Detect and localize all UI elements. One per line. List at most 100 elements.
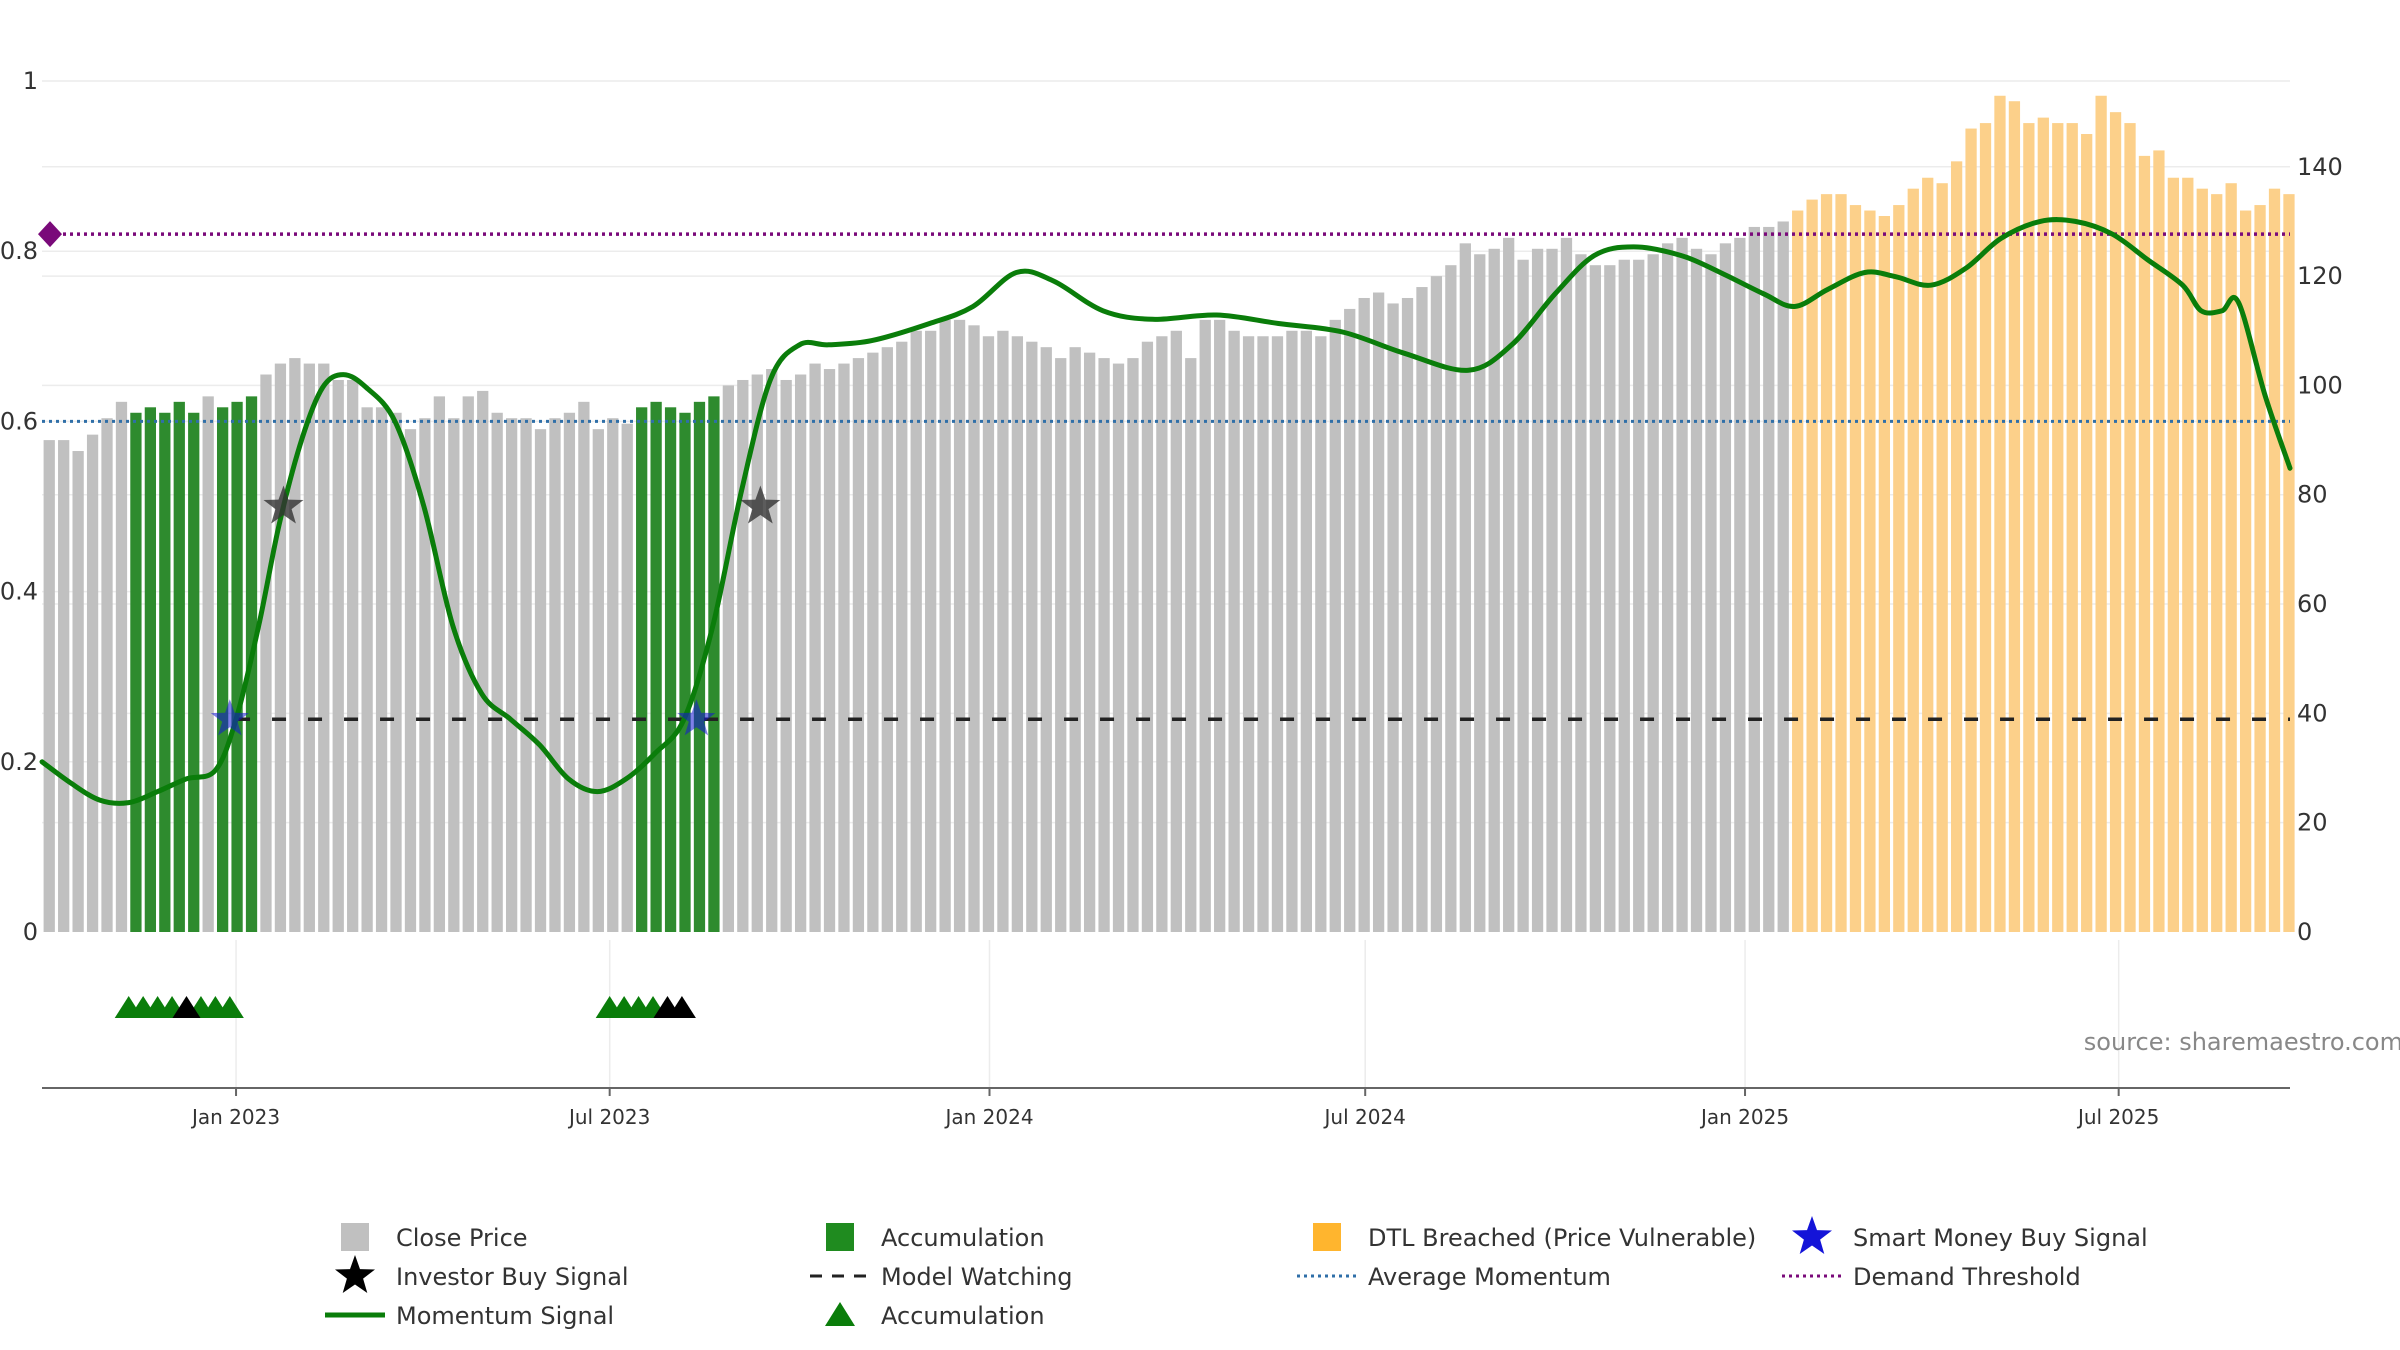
price-bar (881, 347, 893, 932)
legend-label-avgmom: Average Momentum (1368, 1263, 1611, 1291)
price-bars (43, 95, 2295, 933)
price-bar (592, 429, 604, 932)
price-bar (852, 358, 865, 932)
legend-item-accum-bar: Accumulation (826, 1223, 1045, 1252)
price-bar (1257, 336, 1269, 932)
price-bar (1271, 336, 1284, 932)
legend-item-avgmom: Average Momentum (1297, 1263, 1611, 1291)
price-bar (968, 325, 980, 932)
price-bar (274, 363, 287, 932)
price-bar (1922, 177, 1934, 932)
price-bar (1792, 210, 1804, 932)
price-bar (1950, 161, 1963, 932)
price-bar (1864, 210, 1876, 932)
x-axis-tick-label: Jul 2025 (2076, 1105, 2159, 1129)
price-bar (896, 341, 908, 933)
price-bar (925, 330, 937, 933)
price-bar (1994, 95, 2006, 933)
price-bar (549, 418, 561, 932)
price-bar (982, 336, 995, 932)
right-axis-tick-label: 120 (2297, 262, 2343, 290)
price-bar (1430, 276, 1443, 933)
legend-triangle-accum-tri (825, 1302, 855, 1326)
price-bar (1719, 243, 1732, 933)
price-bar (1575, 254, 1587, 933)
price-bar (1893, 205, 1905, 932)
price-bar (809, 363, 821, 932)
legend-label-dtl: DTL Breached (Price Vulnerable) (1368, 1224, 1756, 1252)
price-bar (1531, 248, 1544, 933)
price-bar (1358, 297, 1370, 933)
price-bar (289, 358, 301, 932)
price-bar (2008, 101, 2021, 933)
legend-label-close: Close Price (396, 1224, 528, 1252)
price-bar (1705, 254, 1717, 933)
price-bar (1214, 319, 1226, 933)
price-bar (86, 434, 99, 932)
price-bar (1820, 194, 1833, 932)
price-bar (202, 396, 214, 932)
price-bar (2138, 155, 2151, 932)
legend-label-accum-bar: Accumulation (881, 1224, 1045, 1252)
price-bar (722, 385, 735, 932)
legend-label-momentum: Momentum Signal (396, 1302, 614, 1330)
price-bar (1936, 183, 1948, 932)
price-bar (130, 412, 142, 932)
accumulation-triangle (215, 996, 244, 1018)
price-bar (2239, 210, 2252, 932)
source-note: source: sharemaestro.com (2084, 1028, 2400, 1056)
price-bar (1676, 237, 1688, 933)
x-axis-tick-label: Jan 2023 (190, 1105, 280, 1129)
price-bar (1979, 123, 1992, 932)
price-bar (1503, 237, 1515, 933)
price-bar (953, 319, 966, 933)
price-bar (1633, 259, 1645, 932)
price-bar (347, 379, 359, 932)
price-bar (1763, 226, 1775, 932)
price-bar (448, 418, 460, 932)
price-bar (2196, 188, 2208, 932)
legend-label-smart: Smart Money Buy Signal (1853, 1224, 2148, 1252)
price-bar (1329, 319, 1341, 933)
price-bar (361, 407, 373, 932)
x-axis-tick-label: Jul 2024 (1323, 1105, 1406, 1129)
price-bar (1459, 243, 1471, 933)
demand-threshold-diamond (38, 221, 62, 248)
price-bar (1661, 243, 1674, 933)
price-bar (2167, 177, 2180, 932)
left-axis-tick-label: 1 (23, 67, 38, 95)
investor-star (740, 485, 781, 524)
price-bar (1011, 336, 1024, 932)
price-bar (159, 412, 171, 932)
legend-label-accum-tri: Accumulation (881, 1302, 1045, 1330)
price-bar (1228, 330, 1240, 933)
legend-label-watching: Model Watching (881, 1263, 1073, 1291)
accumulation-triangle-dark (172, 996, 201, 1018)
price-bar (1546, 248, 1558, 933)
price-bar (1170, 330, 1182, 933)
price-bar (216, 407, 229, 932)
price-bar (1445, 265, 1457, 933)
price-bar (2081, 134, 2093, 932)
signal-lines (39, 217, 2293, 806)
left-axis-tick-label: 0.6 (0, 407, 38, 435)
legend-item-momentum: Momentum Signal (325, 1302, 614, 1330)
price-bar (1734, 237, 1746, 933)
right-axis-tick-label: 40 (2297, 699, 2328, 727)
price-bar (1878, 216, 1891, 932)
smart-money-star (210, 699, 249, 736)
price-bar (1560, 237, 1573, 933)
price-bar (115, 401, 128, 932)
price-bar (1344, 308, 1356, 933)
price-bar (1416, 287, 1428, 933)
price-bar (1777, 221, 1789, 932)
price-bar (1069, 347, 1081, 932)
price-bar (838, 363, 850, 932)
price-bar (1141, 341, 1154, 933)
price-bar (867, 352, 879, 932)
price-bar (1156, 336, 1168, 932)
x-axis-tick-label: Jan 2024 (943, 1105, 1033, 1129)
price-bar (794, 374, 807, 932)
price-bar (1387, 303, 1399, 932)
x-axis-tick-label: Jan 2025 (1699, 1105, 1789, 1129)
